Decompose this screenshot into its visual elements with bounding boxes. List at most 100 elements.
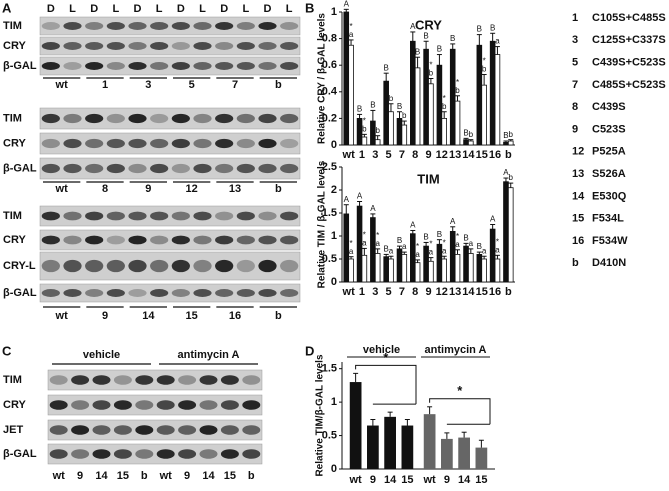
blot-band: [49, 400, 68, 410]
sig-letter: B: [490, 23, 495, 32]
blot-band: [236, 22, 255, 30]
y-tick-label: 0.4: [322, 86, 338, 98]
sig-letter: *: [496, 237, 499, 246]
key-id: 9: [572, 123, 578, 135]
lane-label: 14: [142, 310, 155, 322]
blot-band: [156, 449, 175, 459]
blot-band: [193, 211, 212, 221]
blot-band: [178, 425, 197, 435]
x-tick-label: 14: [384, 474, 397, 486]
lane-label: b: [141, 470, 148, 482]
lane-label: 13: [229, 183, 241, 195]
y-tick-label: 1: [331, 396, 337, 408]
sig-letter: A: [410, 22, 416, 31]
sig-letter: B: [463, 128, 468, 137]
blot-band: [135, 400, 154, 410]
panel-label: A: [2, 0, 12, 15]
bar: [374, 139, 381, 146]
bar: [481, 258, 487, 283]
blot-band: [280, 235, 299, 245]
blot-band: [85, 163, 104, 174]
sig-letter: a: [362, 239, 367, 248]
bar: [503, 141, 509, 146]
blot-band: [128, 163, 147, 174]
x-tick-label: 5: [386, 286, 392, 298]
blot-band: [215, 22, 234, 30]
lane-label: b: [275, 183, 282, 195]
blot-band: [41, 235, 60, 245]
blot-band: [41, 163, 60, 174]
blot-band: [150, 42, 169, 50]
row-label: JET: [3, 424, 23, 436]
key-id: 8: [572, 101, 578, 113]
blot-band: [150, 259, 169, 273]
blot-band: [280, 62, 299, 70]
lane-label: 7: [232, 79, 238, 91]
bar: [361, 254, 368, 283]
x-tick-label: 9: [425, 149, 431, 161]
blot-band: [215, 42, 234, 50]
blot-band: [258, 211, 277, 221]
sig-bracket: [429, 398, 491, 425]
x-tick-label: 14: [458, 474, 471, 486]
bar: [476, 44, 483, 146]
x-tick-label: wt: [342, 149, 356, 161]
sig-letter: B: [397, 236, 402, 245]
lane-header: D: [134, 3, 142, 15]
blot-band: [242, 375, 261, 385]
sig-letter: B: [357, 105, 362, 114]
lane-label: b: [275, 310, 282, 322]
x-tick-label: 12: [436, 149, 448, 161]
blot-band: [113, 425, 132, 435]
blot-band: [92, 425, 111, 435]
row-label: β-GAL: [3, 60, 37, 72]
x-tick-label: 7: [399, 149, 405, 161]
blot-band: [220, 425, 239, 435]
blot-band: [128, 289, 147, 297]
blot-band: [63, 113, 82, 124]
sig-letter: *: [363, 116, 366, 125]
blot-band: [150, 289, 169, 297]
blot-band: [63, 163, 82, 174]
blot-band: [150, 163, 169, 174]
lane-label: 3: [145, 79, 151, 91]
lane-label: 9: [102, 310, 108, 322]
blot-strip: [47, 419, 263, 441]
group-label: antimycin A: [425, 344, 487, 356]
lane-label: 14: [95, 470, 108, 482]
bar: [414, 262, 421, 283]
y-tick-label: 0.6: [322, 59, 337, 71]
x-tick-label: 7: [399, 286, 405, 298]
row-label: CRY: [3, 399, 26, 411]
blot-band: [63, 22, 82, 30]
sig-letter: *: [483, 57, 486, 66]
lane-label: 16: [229, 310, 241, 322]
x-tick-label: 3: [372, 149, 378, 161]
lane-header: L: [156, 3, 163, 15]
blot-band: [236, 259, 255, 273]
sig-letter: b: [362, 124, 367, 133]
bar: [410, 40, 416, 146]
blot-band: [41, 211, 60, 221]
bar: [383, 80, 389, 146]
blot-band: [258, 289, 277, 297]
bar: [401, 253, 408, 283]
blot-band: [85, 42, 104, 50]
sig-letter: B: [423, 31, 428, 40]
blot-band: [49, 449, 68, 459]
blot-band: [106, 42, 125, 50]
blot-band: [215, 163, 234, 174]
lane-label: 9: [184, 470, 190, 482]
blot-band: [171, 62, 190, 70]
lane-label: 8: [102, 183, 108, 195]
sig-letter: B: [477, 25, 482, 34]
sig-letter: b: [442, 102, 447, 111]
blot-strip: [39, 205, 301, 227]
key-label: C523S: [592, 123, 626, 135]
blot-band: [199, 449, 218, 459]
sig-letter: A: [490, 215, 496, 224]
y-tick-label: 1.5: [322, 363, 337, 375]
sig-letter: a: [495, 37, 500, 46]
x-tick-label: 8: [412, 286, 418, 298]
row-label: β-GAL: [3, 448, 37, 460]
